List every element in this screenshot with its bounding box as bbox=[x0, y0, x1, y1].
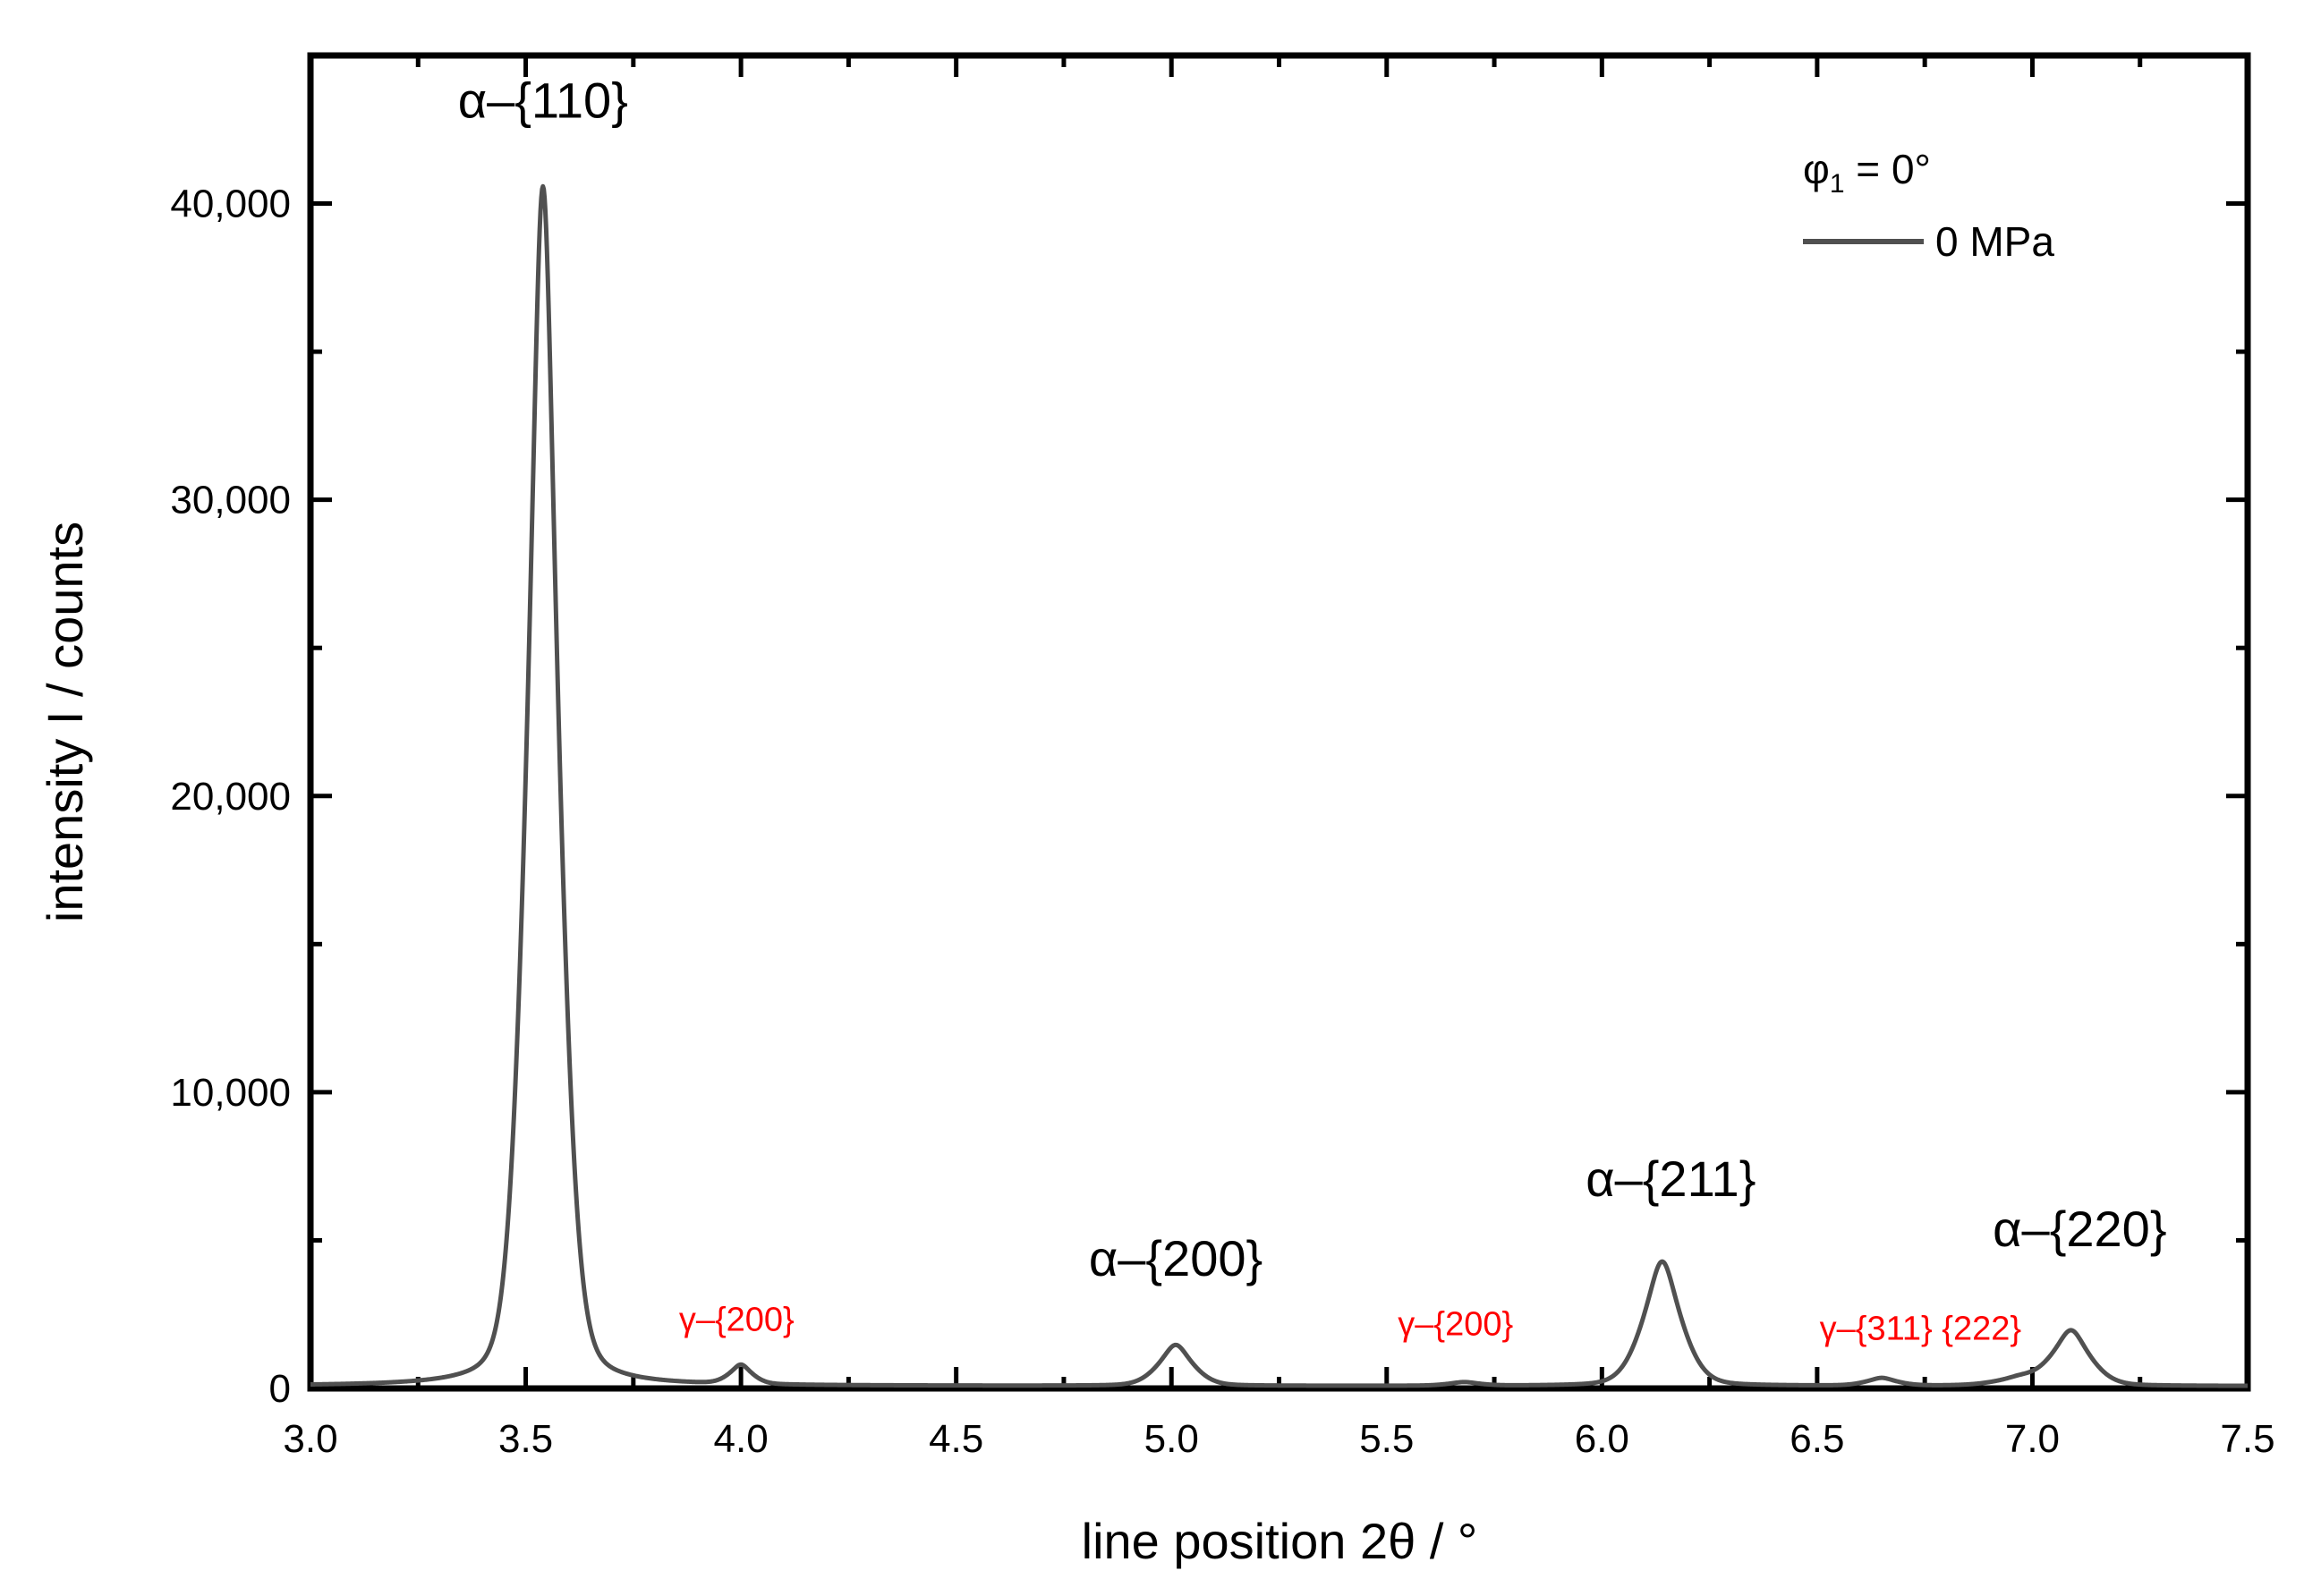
x-tick-label: 5.0 bbox=[1144, 1417, 1199, 1461]
x-axis-title: line position 2θ / ° bbox=[1082, 1513, 1478, 1569]
x-tick-label: 7.0 bbox=[2005, 1417, 2060, 1461]
legend-header-symbol: φ bbox=[1803, 146, 1830, 192]
y-tick-label: 20,000 bbox=[170, 775, 291, 819]
x-tick-label: 5.5 bbox=[1359, 1417, 1414, 1461]
alpha-peak-label: α–{211} bbox=[1586, 1150, 1756, 1207]
y-axis-title: intensity I / counts bbox=[37, 522, 93, 922]
x-tick-label: 3.5 bbox=[498, 1417, 553, 1461]
x-tick-label: 6.5 bbox=[1790, 1417, 1844, 1461]
x-tick-label: 4.0 bbox=[714, 1417, 769, 1461]
gamma-peak-label: γ–{200} bbox=[679, 1301, 795, 1338]
gamma-peak-label: γ–{200} bbox=[1398, 1305, 1513, 1343]
gamma-peak-label: γ–{311} {222} bbox=[1820, 1310, 2021, 1347]
legend-header-subscript: 1 bbox=[1830, 169, 1845, 199]
series-line-0-mpa bbox=[309, 183, 2249, 1388]
x-tick-label: 3.0 bbox=[283, 1417, 337, 1461]
labels: 3.0 3.5 4.0 4.5 5.0 5.5 6.0 6.5 7.0 7.5 0 10,000 20,… bbox=[170, 72, 2274, 1461]
legend-header-rest: = 0° bbox=[1845, 146, 1931, 192]
y-tick-label: 30,000 bbox=[170, 479, 291, 522]
alpha-peak-label: α–{110} bbox=[458, 72, 628, 129]
legend-header: φ1 = 0° bbox=[1803, 146, 1931, 199]
x-tick-label: 4.5 bbox=[929, 1417, 983, 1461]
x-tick-label: 7.5 bbox=[2220, 1417, 2274, 1461]
alpha-peak-label: α–{200} bbox=[1089, 1230, 1263, 1286]
x-tick-label: 6.0 bbox=[1575, 1417, 1629, 1461]
legend-entry-label: 0 MPa bbox=[1935, 218, 2054, 265]
y-tick-label: 40,000 bbox=[170, 183, 291, 226]
data-layer bbox=[309, 183, 2249, 1388]
legend: φ1 = 0° 0 MPa bbox=[1803, 146, 2054, 265]
y-tick-label: 0 bbox=[269, 1367, 291, 1411]
alpha-peak-label: α–{220} bbox=[1993, 1201, 2166, 1257]
y-tick-label: 10,000 bbox=[170, 1071, 291, 1115]
